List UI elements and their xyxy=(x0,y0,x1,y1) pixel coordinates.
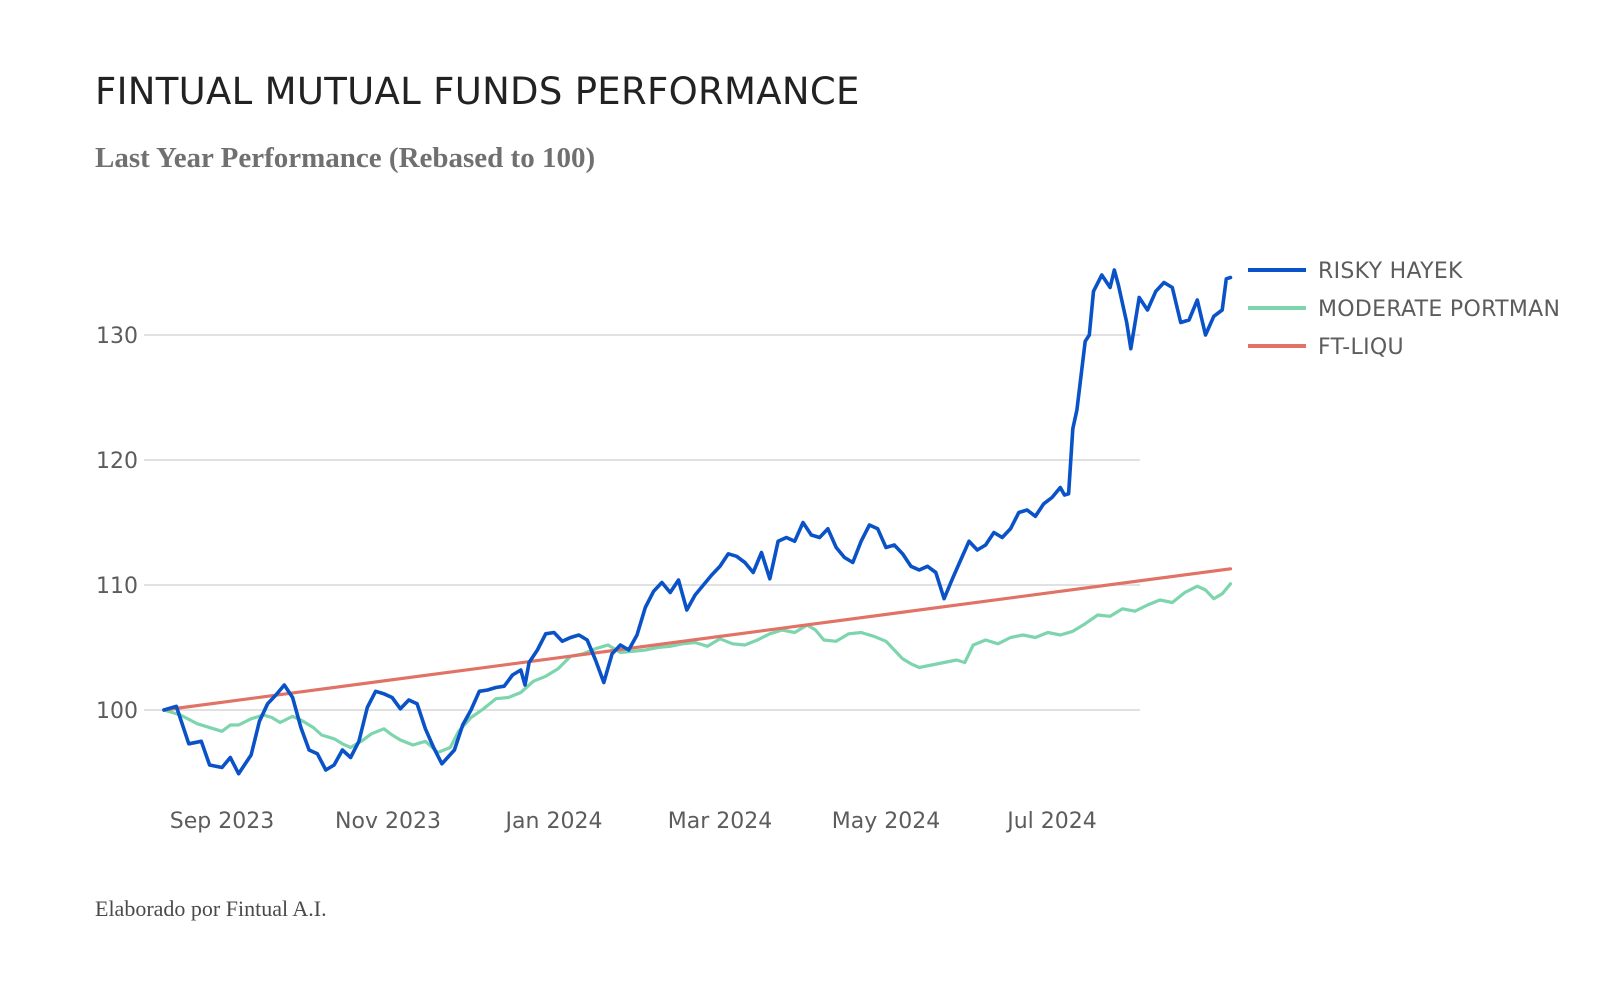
footer-credit: Elaborado por Fintual A.I. xyxy=(95,896,327,921)
series-line-moderate-portman xyxy=(162,582,1233,755)
x-tick-label-2: Jan 2024 xyxy=(504,809,603,834)
x-axis-ticks: Sep 2023 Nov 2023 Jan 2024 Mar 2024 May 2024… xyxy=(170,809,1097,834)
y-tick-label-110: 110 xyxy=(96,574,138,599)
legend-label-moderate-portman: MODERATE PORTMAN xyxy=(1318,297,1560,322)
x-tick-label-1: Nov 2023 xyxy=(335,809,441,834)
y-tick-label-120: 120 xyxy=(96,449,138,474)
series-lines xyxy=(162,268,1233,776)
chart-title: FINTUAL MUTUAL FUNDS PERFORMANCE xyxy=(95,70,860,113)
y-tick-label-100: 100 xyxy=(96,699,138,724)
y-axis-ticks: 100 110 120 130 xyxy=(96,324,138,724)
x-tick-label-5: Jul 2024 xyxy=(1005,809,1097,834)
legend-label-risky-hayek: RISKY HAYEK xyxy=(1318,259,1463,284)
legend: RISKY HAYEK MODERATE PORTMAN FT-LIQU xyxy=(1248,259,1560,360)
x-tick-label-3: Mar 2024 xyxy=(668,809,773,834)
y-tick-label-130: 130 xyxy=(96,324,138,349)
legend-label-ft-liqu: FT-LIQU xyxy=(1318,335,1404,360)
series-line-risky-hayek xyxy=(162,268,1233,776)
series-line-ft-liqu xyxy=(162,567,1233,712)
x-tick-label-4: May 2024 xyxy=(832,809,940,834)
x-tick-label-0: Sep 2023 xyxy=(170,809,274,834)
chart-subtitle: Last Year Performance (Rebased to 100) xyxy=(95,142,596,174)
gridlines xyxy=(144,334,1140,711)
